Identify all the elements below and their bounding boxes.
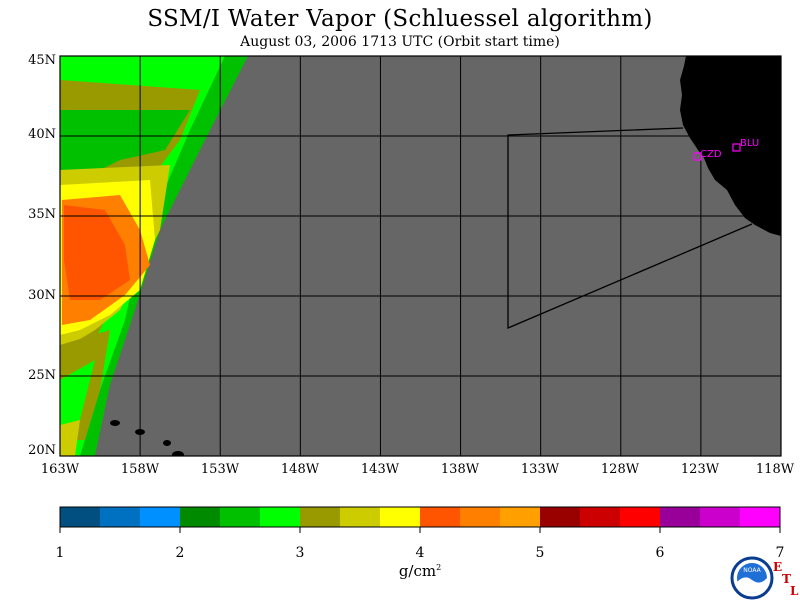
colorbar-tick-1: 1 (55, 545, 65, 561)
etl-letter-l: L (790, 584, 799, 598)
colorbar-swatch (220, 507, 260, 527)
colorbar-swatch (500, 507, 540, 527)
etl-letter-e: E (773, 560, 783, 574)
colorbar-swatch (620, 507, 660, 527)
lat-label-45n: 45N (28, 53, 56, 68)
swath-red-orange (64, 205, 130, 300)
colorbar-swatch (60, 507, 100, 527)
svg-text:BLU: BLU (740, 138, 759, 149)
lon-label-163w: 163W (40, 462, 80, 477)
lat-label-35n: 35N (28, 207, 56, 222)
colorbar-swatch (460, 507, 500, 527)
swath-lower-green (60, 360, 95, 440)
swath-green-inner (60, 110, 190, 185)
colorbar-swatch (300, 507, 340, 527)
map-frame (59, 55, 782, 457)
colorbar-swatch (140, 507, 180, 527)
lon-label-143w: 143W (360, 462, 400, 477)
colorbar-tick-2: 2 (175, 545, 185, 561)
colorbar (59, 506, 781, 533)
lon-label-138w: 138W (440, 462, 480, 477)
svg-text:NOAA: NOAA (743, 567, 761, 574)
etl-letter-t: T (782, 572, 791, 586)
colorbar-units: g/cm2 (398, 562, 442, 580)
flight-track (507, 127, 753, 329)
station-czd: CZD (693, 149, 722, 161)
swath-bottom-khaki (60, 420, 80, 456)
colorbar-tick-4: 4 (415, 545, 425, 561)
colorbar-tick-5: 5 (535, 545, 545, 561)
graticule (60, 56, 781, 456)
station-blu: BLU (732, 138, 759, 152)
colorbar-tick-6: 6 (655, 545, 665, 561)
chart-title: SSM/I Water Vapor (Schluessel algorithm) (147, 6, 653, 32)
colorbar-swatch (660, 507, 700, 527)
colorbar-swatch (700, 507, 740, 527)
lat-label-30n: 30N (28, 288, 56, 303)
lon-label-158w: 158W (120, 462, 160, 477)
colorbar-swatch (260, 507, 300, 527)
lat-label-20n: 20N (28, 443, 56, 458)
lon-label-128w: 128W (600, 462, 640, 477)
colorbar-tick-7: 7 (775, 545, 785, 561)
colorbar-swatch (100, 507, 140, 527)
colorbar-swatch (420, 507, 460, 527)
lon-label-148w: 148W (280, 462, 320, 477)
lat-label-40n: 40N (28, 127, 56, 142)
colorbar-swatch (580, 507, 620, 527)
colorbar-swatch (540, 507, 580, 527)
colorbar-swatch (740, 507, 780, 527)
lon-label-118w: 118W (755, 462, 795, 477)
colorbar-tick-3: 3 (295, 545, 305, 561)
colorbar-swatch (380, 507, 420, 527)
svg-text:CZD: CZD (700, 149, 722, 160)
lon-label-123w: 123W (680, 462, 720, 477)
chart-subtitle: August 03, 2006 1713 UTC (Orbit start ti… (240, 34, 560, 50)
lon-label-133w: 133W (520, 462, 560, 477)
noaa-logo: NOAA (730, 556, 774, 600)
colorbar-swatch (340, 507, 380, 527)
north-america-land (680, 56, 781, 236)
colorbar-swatch (180, 507, 220, 527)
lat-label-25n: 25N (28, 368, 56, 383)
lon-label-153w: 153W (200, 462, 240, 477)
